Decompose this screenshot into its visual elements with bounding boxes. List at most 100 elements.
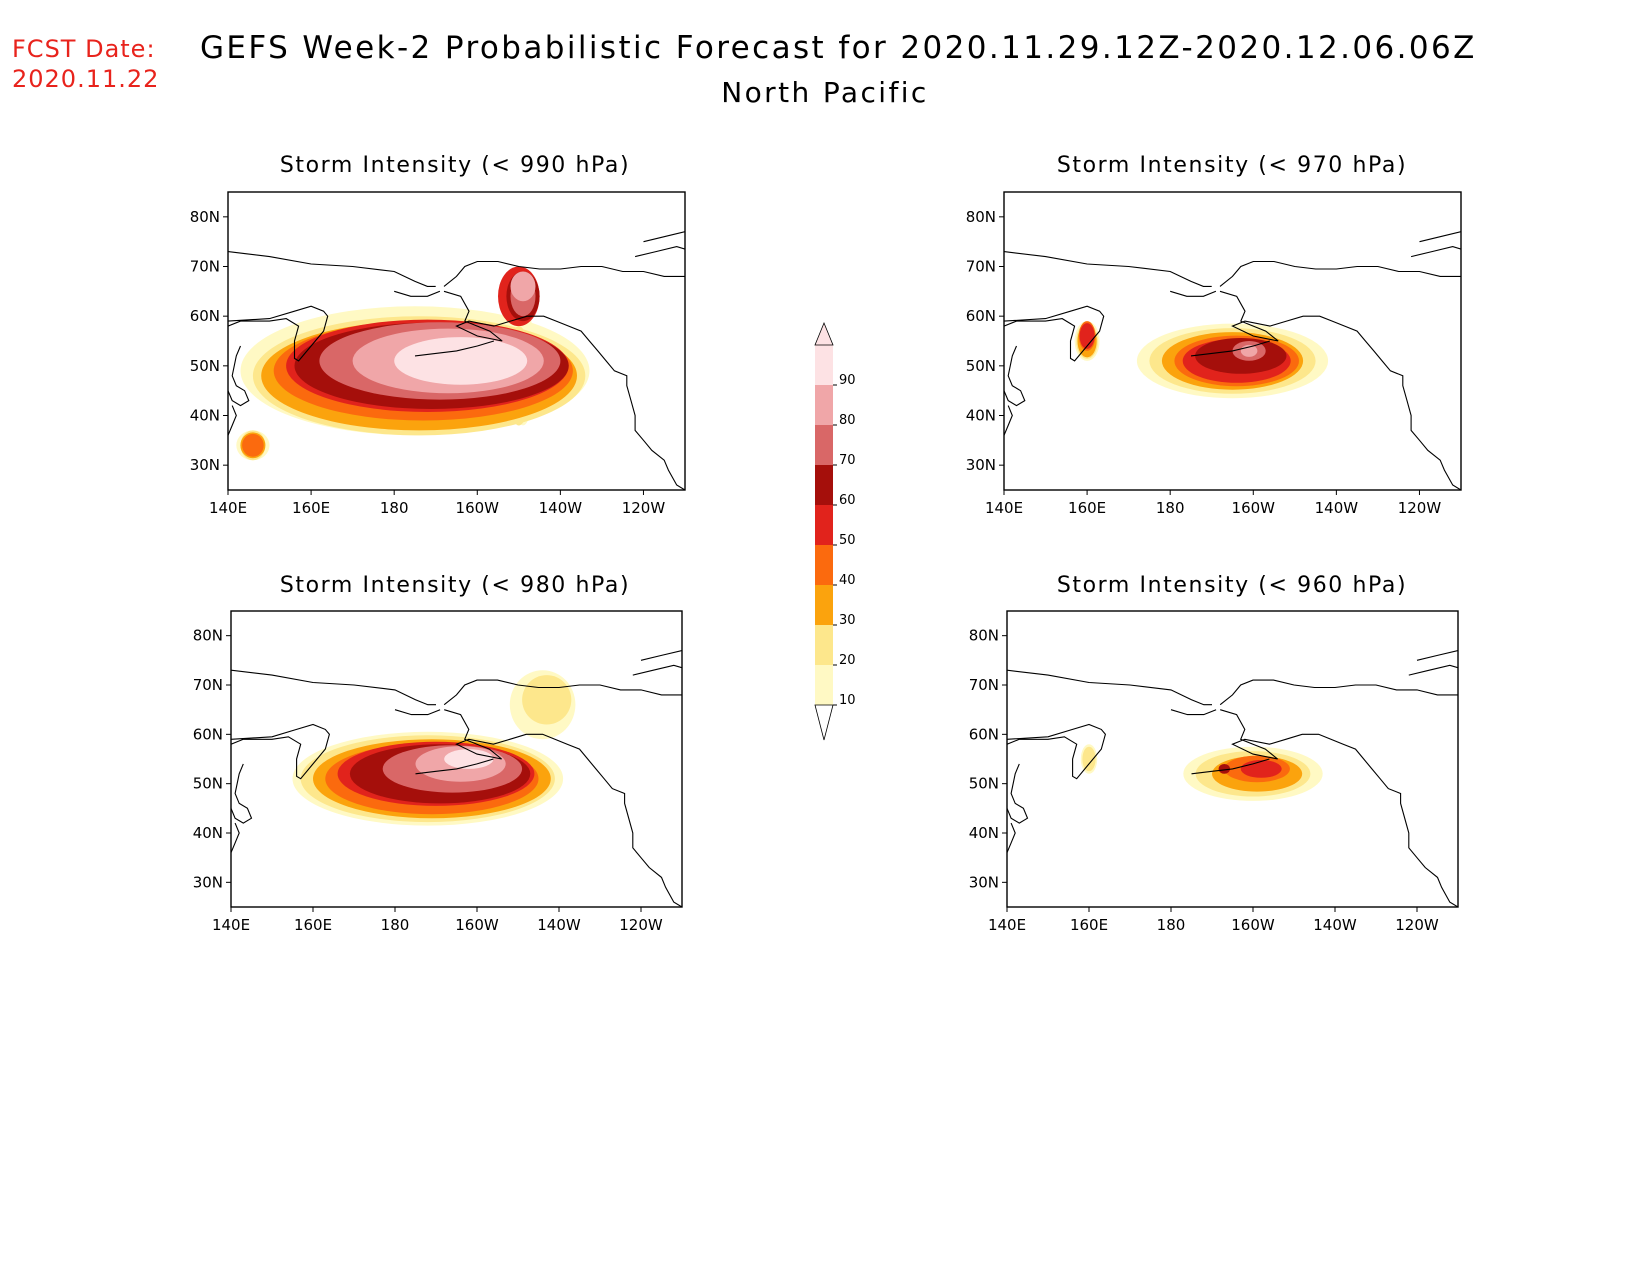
coastline-segment [1219, 290, 1461, 490]
colorbar-top-triangle [814, 321, 834, 346]
coastline-segment [228, 405, 237, 436]
lon-tick-label: 120W [619, 916, 663, 934]
page-title: GEFS Week-2 Probabilistic Forecast for 2… [200, 30, 1477, 66]
lat-tick-label: 40N [969, 824, 999, 842]
coastline-segment [1219, 260, 1461, 287]
probability-contour-20 [522, 675, 572, 725]
lat-tick-label: 70N [969, 676, 999, 694]
colorbar-swatch [815, 465, 833, 505]
lat-tick-label: 80N [966, 208, 996, 226]
colorbar-swatch [815, 545, 833, 585]
map-panel-p980: Storm Intensity (< 980 hPa) 140E 160E 180 16… [193, 573, 683, 934]
map-panel-p960: Storm Intensity (< 960 hPa) 140E 160E 180 16… [969, 573, 1459, 934]
lon-tick-label: 120W [622, 499, 666, 517]
lon-tick-label: 140W [539, 499, 583, 517]
coastline-segment [394, 290, 441, 297]
coastline-segment [1408, 664, 1458, 676]
map-panel-p970: Storm Intensity (< 970 hPa) 140E 160E 180 16… [966, 153, 1462, 517]
lat-tick-label: 30N [969, 873, 999, 891]
lon-tick-label: 140W [1313, 916, 1357, 934]
coastline-segment [1007, 669, 1212, 706]
lon-tick-label: 160W [456, 499, 500, 517]
map-panel-p990: Storm Intensity (< 990 hPa) 140E 160E 180 16… [190, 153, 686, 517]
lon-tick-label: 140E [209, 499, 247, 517]
lon-tick-label: 180 [380, 499, 409, 517]
lat-tick-label: 50N [966, 357, 996, 375]
colorbar-label: 70 [839, 453, 856, 468]
coastline-segment [1004, 251, 1212, 287]
lat-tick-label: 70N [193, 676, 223, 694]
coastline-segment [1419, 231, 1461, 243]
colorbar-swatch [815, 665, 833, 705]
lat-tick-label: 30N [193, 873, 223, 891]
colorbar-label: 30 [839, 613, 856, 628]
lon-tick-label: 160E [1070, 916, 1108, 934]
forecast-date-block: FCST Date: 2020.11.22 [12, 34, 159, 94]
coastline-segment [1007, 723, 1107, 780]
lat-tick-label: 60N [969, 725, 999, 743]
lat-tick-label: 40N [193, 824, 223, 842]
coastline-segment [231, 822, 240, 853]
probability-contour-80 [510, 271, 536, 302]
lon-tick-label: 160W [1232, 499, 1276, 517]
colorbar-swatch [815, 345, 833, 385]
lat-tick-label: 40N [190, 407, 220, 425]
coastline [1007, 649, 1458, 907]
lon-tick-label: 140E [985, 499, 1023, 517]
probability-contour-90 [444, 749, 494, 769]
probability-contour-50 [1240, 760, 1282, 778]
probability-contour-50 [1079, 323, 1095, 349]
lon-tick-label: 160E [1068, 499, 1106, 517]
colorbar-label: 80 [839, 413, 856, 428]
lat-tick-label: 80N [190, 208, 220, 226]
coastline-segment [1004, 345, 1026, 407]
coastline-segment [1416, 649, 1458, 661]
coastline-segment [1007, 822, 1016, 853]
coastline-segment [231, 669, 436, 706]
coastline-segment [228, 345, 250, 407]
coastline-segment [1004, 405, 1013, 436]
colorbar-label: 90 [839, 373, 856, 388]
lon-tick-label: 180 [1157, 916, 1186, 934]
lon-tick-label: 180 [1156, 499, 1185, 517]
coastline [228, 231, 685, 490]
lon-tick-label: 140E [212, 916, 250, 934]
probability-contour-20 [1082, 746, 1096, 772]
coastline-segment [1190, 340, 1271, 357]
lat-tick-label: 80N [193, 627, 223, 645]
colorbar-swatch [815, 505, 833, 545]
coastline-segment [1410, 246, 1461, 258]
coastline-segment [228, 305, 329, 362]
forecast-date-label: FCST Date: [12, 35, 156, 63]
panel-title: Storm Intensity (< 970 hPa) [1057, 153, 1407, 178]
lat-tick-label: 70N [190, 258, 220, 276]
lat-tick-label: 50N [969, 775, 999, 793]
colorbar-bottom-triangle [814, 704, 834, 741]
probability-contour-90 [394, 337, 528, 385]
lon-tick-label: 120W [1395, 916, 1439, 934]
coastline-segment [1170, 290, 1217, 297]
map-frame [230, 610, 683, 908]
coastline-segment [1007, 763, 1029, 824]
lon-tick-label: 160E [292, 499, 330, 517]
lat-tick-label: 80N [969, 627, 999, 645]
lat-tick-label: 70N [966, 258, 996, 276]
colorbar-label: 20 [839, 653, 856, 668]
lat-tick-label: 60N [190, 307, 220, 325]
map-frame [1006, 610, 1459, 908]
lon-tick-label: 140W [537, 916, 581, 934]
lon-tick-label: 140E [988, 916, 1026, 934]
region-subtitle-text: North Pacific [721, 76, 929, 109]
coastline-segment [414, 340, 495, 357]
coastline-segment [443, 290, 685, 490]
coastline-segment [1170, 709, 1217, 716]
coastline-segment [444, 709, 682, 907]
colorbar-swatch [815, 425, 833, 465]
colorbar-swatch [815, 385, 833, 425]
coastline-segment [231, 763, 253, 824]
lon-tick-label: 140W [1315, 499, 1359, 517]
probability-shading [1074, 321, 1329, 399]
coastline-segment [231, 723, 331, 780]
map-frame [1003, 191, 1462, 491]
